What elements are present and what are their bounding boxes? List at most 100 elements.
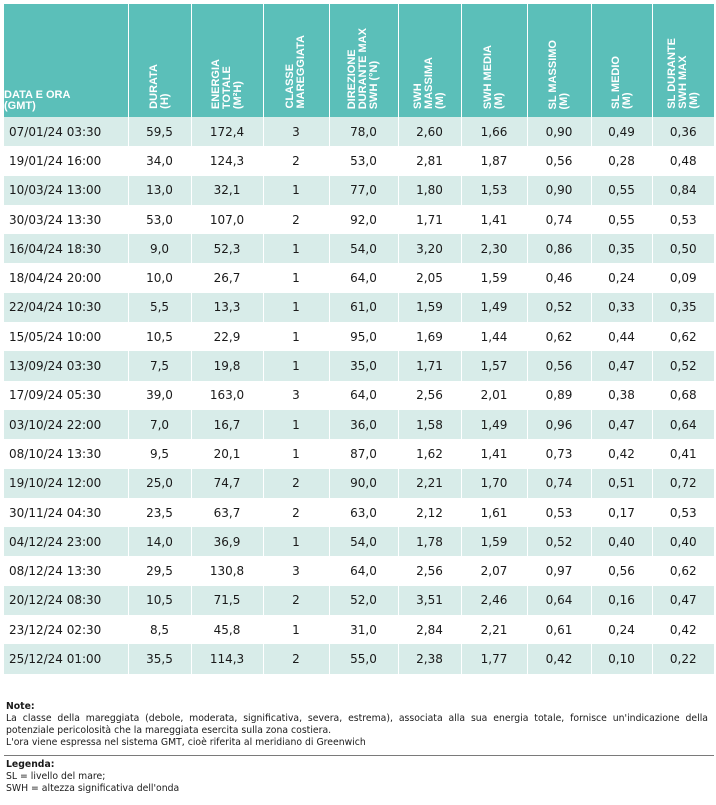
table-cell: 0,53: [652, 204, 714, 235]
table-cell: 19,8: [191, 351, 264, 381]
cell-date: 08/10/24 13:30: [4, 439, 129, 469]
table-cell: 1: [263, 439, 330, 469]
table-cell: 2: [263, 644, 330, 674]
table-cell: 0,64: [652, 409, 714, 440]
cell-date: 10/03/24 13:00: [4, 175, 129, 205]
notes-title: Note:: [6, 701, 35, 712]
table-cell: 55,0: [329, 644, 399, 674]
table-cell: 1: [263, 292, 330, 323]
table-cell: 59,5: [128, 117, 192, 147]
table-cell: 1: [263, 527, 330, 557]
table-cell: 5,5: [128, 292, 192, 323]
table-cell: 0,49: [591, 117, 653, 147]
table-row: 08/12/24 13:30 29,5 130,8 3 64,0 2,56 2,07 0,97…: [4, 556, 714, 586]
table-row: 03/10/24 22:00 7,0 16,7 1 36,0 1,58 1,49 0,96 0,…: [4, 409, 714, 440]
table-row: 10/03/24 13:00 13,0 32,1 1 77,0 1,80 1,53 0,90 0…: [4, 175, 714, 205]
table-cell: 0,56: [527, 351, 592, 381]
table-cell: 0,97: [527, 556, 592, 586]
table-cell: 7,5: [128, 351, 192, 381]
table-cell: 0,24: [591, 615, 653, 645]
table-cell: 52,3: [191, 234, 264, 264]
storm-table: DATA E ORA (GMT) DURATA (h) ENERGIA TOTA…: [4, 4, 714, 674]
table-cell: 10,5: [128, 585, 192, 616]
table-cell: 64,0: [329, 556, 399, 586]
cell-date: 15/05/24 10:00: [4, 322, 129, 352]
table-cell: 2,84: [398, 615, 462, 645]
table-cell: 2,38: [398, 644, 462, 674]
table-cell: 31,0: [329, 615, 399, 645]
table-cell: 77,0: [329, 175, 399, 205]
table-row: 07/01/24 03:30 59,5 172,4 3 78,0 2,60 1,66 0,90…: [4, 117, 714, 147]
table-cell: 0,90: [527, 117, 592, 147]
table-cell: 0,52: [527, 527, 592, 557]
table-cell: 0,74: [527, 468, 592, 498]
table-cell: 1,70: [461, 468, 528, 498]
col-header-sl-medio: SL MEDIO (m): [591, 4, 653, 117]
table-row: 30/11/24 04:30 23,5 63,7 2 63,0 2,12 1,61 0,53 0…: [4, 497, 714, 528]
table-row: 23/12/24 02:30 8,5 45,8 1 31,0 2,84 2,21 0,61 0,…: [4, 615, 714, 645]
table-cell: 9,0: [128, 234, 192, 264]
divider: [4, 755, 714, 756]
table-row: 15/05/24 10:00 10,5 22,9 1 95,0 1,69 1,44 0,62 0…: [4, 322, 714, 352]
table-cell: 0,47: [591, 409, 653, 440]
table-body: 07/01/24 03:30 59,5 172,4 3 78,0 2,60 1,66 0,90…: [4, 117, 714, 674]
table-cell: 1,87: [461, 146, 528, 176]
legend-section: Legenda: SL = livello del mare; SWH = al…: [6, 759, 708, 795]
table-cell: 1,61: [461, 497, 528, 528]
table-cell: 95,0: [329, 322, 399, 352]
table-cell: 114,3: [191, 644, 264, 674]
table-cell: 0,28: [591, 146, 653, 176]
table-cell: 0,42: [652, 615, 714, 645]
table-cell: 2,56: [398, 380, 462, 410]
table-cell: 52,0: [329, 585, 399, 616]
table-cell: 0,72: [652, 468, 714, 498]
table-cell: 20,1: [191, 439, 264, 469]
table-cell: 0,64: [527, 585, 592, 616]
col-header-durata: DURATA (h): [128, 4, 192, 117]
table-cell: 0,55: [591, 204, 653, 235]
table-cell: 2,07: [461, 556, 528, 586]
table-cell: 2: [263, 146, 330, 176]
table-cell: 2,60: [398, 117, 462, 147]
cell-date: 07/01/24 03:30: [4, 117, 129, 147]
table-cell: 0,33: [591, 292, 653, 323]
table-cell: 2: [263, 204, 330, 235]
table-cell: 1,58: [398, 409, 462, 440]
table-cell: 0,24: [591, 263, 653, 293]
table-row: 18/04/24 20:00 10,0 26,7 1 64,0 2,05 1,59 0,46 0…: [4, 263, 714, 293]
table-cell: 0,62: [652, 322, 714, 352]
table-cell: 1: [263, 409, 330, 440]
table-cell: 2,05: [398, 263, 462, 293]
table-cell: 22,9: [191, 322, 264, 352]
table-cell: 35,5: [128, 644, 192, 674]
table-cell: 0,50: [652, 234, 714, 264]
legend-line: SWH = altezza significativa dell'onda: [6, 783, 180, 794]
table-cell: 13,0: [128, 175, 192, 205]
table-row: 16/04/24 18:30 9,0 52,3 1 54,0 3,20 2,30 0,86 0,…: [4, 234, 714, 264]
table-row: 13/09/24 03:30 7,5 19,8 1 35,0 1,71 1,57 0,56 0,…: [4, 351, 714, 381]
table-cell: 0,62: [652, 556, 714, 586]
legend-line: SL = livello del mare;: [6, 771, 106, 782]
col-header-swh-massima: SWH MASSIMA (m): [398, 4, 462, 117]
table-cell: 0,40: [591, 527, 653, 557]
table-cell: 36,0: [329, 409, 399, 440]
table-cell: 16,7: [191, 409, 264, 440]
table-cell: 0,52: [652, 351, 714, 381]
col-header-sl-massimo: SL MASSIMO (m): [527, 4, 592, 117]
cell-date: 30/03/24 13:30: [4, 204, 129, 235]
table-cell: 0,47: [652, 585, 714, 616]
cell-date: 16/04/24 18:30: [4, 234, 129, 264]
table-row: 19/10/24 12:00 25,0 74,7 2 90,0 2,21 1,70 0,74 0…: [4, 468, 714, 498]
table-cell: 1,77: [461, 644, 528, 674]
cell-date: 19/01/24 16:00: [4, 146, 129, 176]
table-cell: 124,3: [191, 146, 264, 176]
table-cell: 1: [263, 234, 330, 264]
table-cell: 1,49: [461, 292, 528, 323]
table-cell: 0,84: [652, 175, 714, 205]
table-cell: 1,78: [398, 527, 462, 557]
table-cell: 54,0: [329, 527, 399, 557]
table-cell: 130,8: [191, 556, 264, 586]
table-cell: 74,7: [191, 468, 264, 498]
table-row: 22/04/24 10:30 5,5 13,3 1 61,0 1,59 1,49 0,52 0,…: [4, 292, 714, 323]
cell-date: 13/09/24 03:30: [4, 351, 129, 381]
